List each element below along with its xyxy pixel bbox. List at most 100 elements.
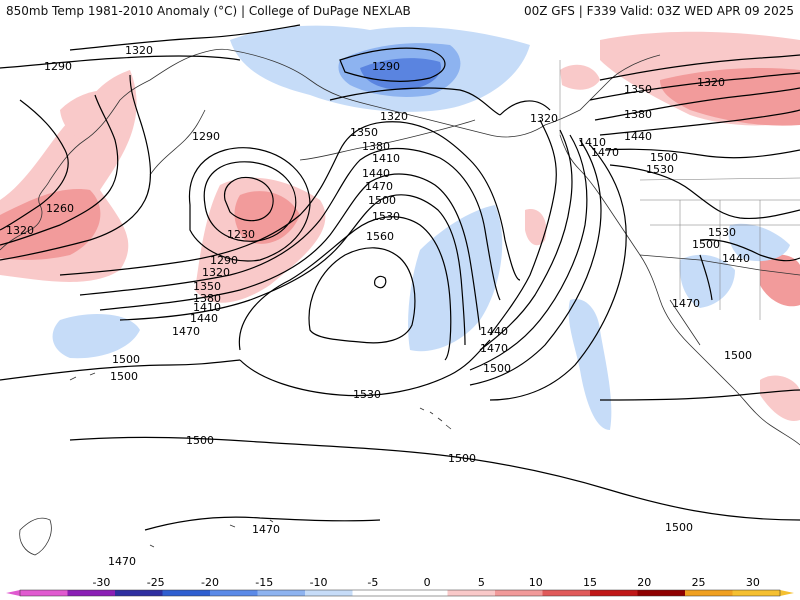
contour-line (489, 119, 557, 336)
contour-label: 1350 (193, 280, 221, 293)
legend-color-swatch (162, 590, 211, 596)
contour-line (699, 254, 713, 301)
contour-label: 1470 (108, 555, 136, 568)
contour-label: 1440 (190, 312, 218, 325)
contour-label: 1530 (708, 226, 736, 239)
contour-line (499, 100, 551, 116)
warm-anomaly (234, 191, 300, 244)
political-borders (559, 60, 800, 320)
legend-tick-label: -10 (310, 576, 328, 589)
contour-line (69, 436, 800, 521)
contour-label: 1500 (186, 434, 214, 447)
legend-color-swatch (67, 590, 116, 596)
contour-line (99, 173, 481, 331)
contour-line (203, 161, 297, 242)
contour-line (589, 72, 800, 101)
contour-label: 1380 (193, 292, 221, 305)
legend-tick-label: -30 (92, 576, 110, 589)
contour-label: 1260 (46, 202, 74, 215)
contour-line (599, 389, 800, 401)
contour-line (329, 87, 501, 116)
contour-line (699, 239, 800, 262)
warm-anomaly (760, 375, 800, 421)
legend-color-swatch (400, 590, 448, 596)
contour-line (144, 516, 381, 531)
contour-line (0, 74, 152, 261)
contour-label: 1380 (624, 108, 652, 121)
contour-label: 1440 (624, 130, 652, 143)
legend-tick-label: -20 (201, 576, 219, 589)
border (559, 60, 800, 320)
contour-label: 1500 (724, 349, 752, 362)
contour-label: 1470 (172, 325, 200, 338)
pacific-islands (69, 372, 274, 548)
contour-label: 1320 (697, 76, 725, 89)
warm-anomaly (560, 64, 600, 90)
contour-line (609, 164, 800, 220)
map-title: 850mb Temp 1981-2010 Anomaly (°C) | Coll… (6, 4, 411, 18)
coastlines (0, 48, 800, 556)
contour-line (0, 94, 119, 246)
contour-label: 1530 (353, 388, 381, 401)
contour-label: 1470 (252, 523, 280, 536)
contour-label: 1470 (365, 180, 393, 193)
contour-label: 1500 (112, 353, 140, 366)
contour-line (188, 147, 311, 262)
contour-line (0, 359, 241, 381)
legend-color-swatch (495, 590, 543, 596)
legend-color-swatch (447, 590, 496, 596)
warm-anomaly (0, 189, 101, 260)
legend-color-swatch (590, 590, 638, 596)
contour-line (119, 194, 466, 346)
asia-coastline (0, 48, 231, 251)
contour-label: 1530 (372, 210, 400, 223)
legend-min-arrow (6, 590, 20, 596)
contour-label: 1500 (692, 238, 720, 251)
contour-label: 1320 (6, 224, 34, 237)
legend-color-swatch (115, 590, 163, 596)
legend-ticks: -30 -25 -20 -15 -10 -5 0 5 10 15 20 25 30 (92, 576, 759, 589)
contour-label: 1320 (530, 112, 558, 125)
legend-color-swatch (685, 590, 733, 596)
contour-label: 1470 (672, 297, 700, 310)
contour-label: 1290 (210, 254, 238, 267)
map-header: 850mb Temp 1981-2010 Anomaly (°C) | Coll… (0, 0, 800, 22)
map-canvas: 1320 1290 1290 1320 1320 1290 1260 1320 … (0, 24, 800, 568)
contour-line (469, 139, 602, 386)
contour-label: 1500 (483, 362, 511, 375)
legend-color-swatch (20, 590, 68, 596)
anomaly-shading (0, 25, 800, 430)
north-america-coastline (559, 134, 800, 446)
contour-label: 1290 (192, 130, 220, 143)
cool-anomaly (52, 314, 140, 359)
kamchatka-coastline (149, 109, 206, 176)
legend-color-swatch (352, 590, 401, 596)
gulf-of-california (669, 299, 701, 346)
cool-anomaly (360, 58, 441, 90)
legend-color-swatch (305, 590, 353, 596)
legend-tick-label: 30 (746, 576, 760, 589)
legend-tick-label: -5 (367, 576, 378, 589)
contour-line (594, 87, 800, 121)
contour-line (224, 176, 274, 222)
us-mexico-border (639, 254, 800, 276)
legend-max-arrow (780, 590, 794, 596)
contour-line (79, 147, 501, 301)
contour-line (238, 216, 452, 361)
contour-label: 1560 (366, 230, 394, 243)
contour-label: 1290 (372, 60, 400, 73)
color-legend: -30 -25 -20 -15 -10 -5 0 5 10 15 20 25 30 (6, 576, 794, 597)
contour-label: 1410 (193, 301, 221, 314)
cool-anomaly (728, 223, 790, 262)
contour-labels: 1320 1290 1290 1320 1320 1290 1260 1320 … (6, 44, 752, 568)
contour-label: 1230 (227, 228, 255, 241)
contour-label: 1530 (646, 163, 674, 176)
contour-line (479, 129, 573, 351)
cool-anomaly (568, 299, 612, 430)
contour-line (0, 99, 69, 231)
contour-label: 1380 (362, 140, 390, 153)
contour-label: 1290 (44, 60, 72, 73)
contour-label: 1350 (624, 83, 652, 96)
contour-label: 1470 (480, 342, 508, 355)
contour-line (604, 148, 800, 159)
